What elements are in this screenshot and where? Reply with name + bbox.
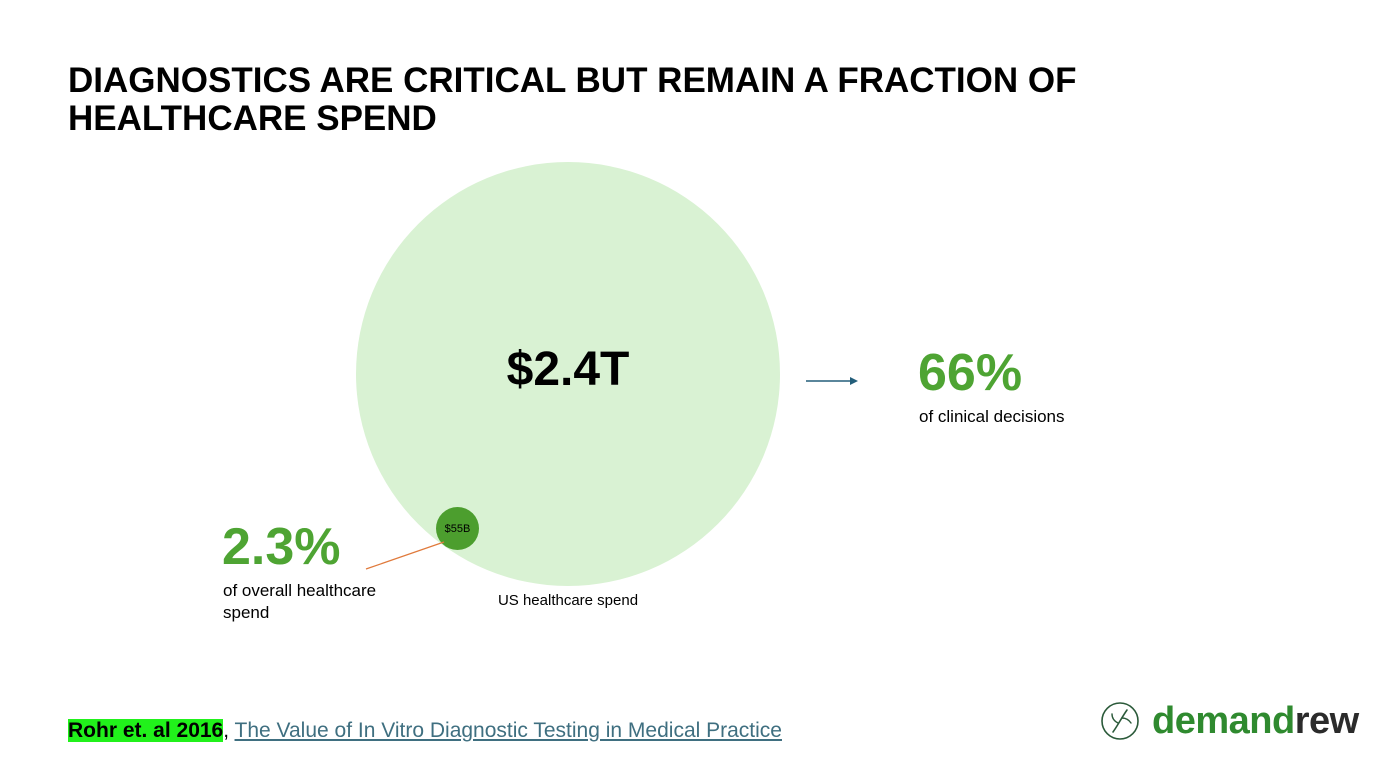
clinical-decisions-percent: 66% — [918, 344, 1023, 402]
spend-fraction-description: of overall healthcare spend — [223, 581, 377, 622]
sprout-circle-icon — [1101, 702, 1139, 740]
company-logo: demandrew — [1100, 698, 1359, 744]
callout-connector-line — [365, 541, 445, 570]
arrow-head — [850, 377, 858, 385]
slide-title-line-1: DIAGNOSTICS ARE CRITICAL BUT REMAIN A FR… — [68, 61, 1077, 100]
logo-text-part-2: rew — [1294, 700, 1359, 742]
citation-separator: , — [223, 719, 235, 742]
diagnostics-spend-value: $55B — [444, 522, 471, 535]
spend-fraction-percent: 2.3% — [222, 518, 341, 576]
slide-title-line-2: HEALTHCARE SPEND — [68, 99, 437, 138]
slide-title: DIAGNOSTICS ARE CRITICAL BUT REMAIN A FR… — [68, 62, 1268, 138]
us-healthcare-spend-label: US healthcare spend — [497, 592, 639, 609]
us-healthcare-spend-circle — [356, 162, 780, 586]
citation: Rohr et. al 2016, The Value of In Vitro … — [68, 718, 782, 744]
connector-line — [365, 541, 445, 570]
clinical-decisions-description: of clinical decisions — [919, 407, 1065, 426]
arrow-right-icon — [806, 377, 858, 385]
logo-text-part-1: demand — [1152, 700, 1295, 742]
citation-author: Rohr et. al 2016 — [68, 719, 224, 742]
us-healthcare-spend-value: $2.4T — [506, 343, 630, 396]
citation-link[interactable]: The Value of In Vitro Diagnostic Testing… — [234, 719, 782, 742]
company-logo-text: demandrew — [1152, 698, 1359, 744]
